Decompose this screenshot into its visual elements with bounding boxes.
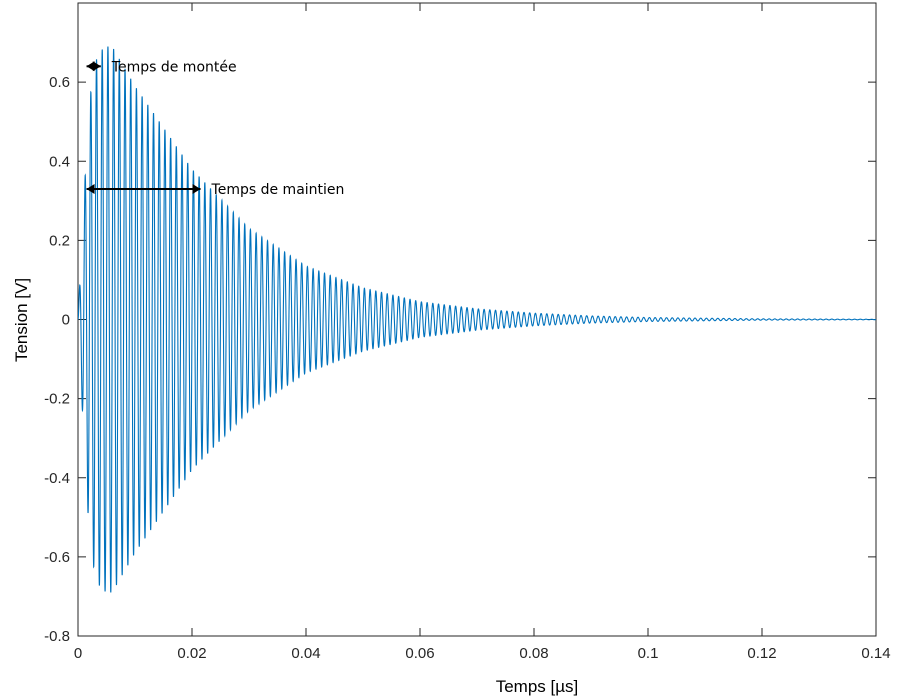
x-tick-label: 0.08 (519, 645, 548, 662)
arrow-head-left-icon (86, 183, 95, 194)
annotation-rise-time: Temps de montée (86, 59, 237, 75)
x-tick-label: 0 (74, 645, 82, 662)
x-tick-label: 0.12 (747, 645, 776, 662)
series-layer (78, 46, 876, 593)
x-tick-label: 0.14 (861, 645, 890, 662)
annotation-label: Temps de maintien (211, 182, 345, 198)
y-tick-label: -0.2 (44, 391, 70, 408)
annotation-label: Temps de montée (111, 59, 237, 75)
y-tick-label: 0.6 (49, 74, 70, 91)
x-tick-label: 0.06 (405, 645, 434, 662)
ticks: 0 0.02 0.04 0.06 0.08 0.1 0.12 0.14 -0.8 -0.6 -0.4… (44, 3, 891, 662)
annotations: Temps de montée Temps de maintien (86, 59, 345, 198)
y-tick-label: -0.6 (44, 549, 70, 566)
x-tick-label: 0.04 (291, 645, 320, 662)
y-tick-label: 0.2 (49, 232, 70, 249)
y-tick-label: 0 (62, 312, 70, 329)
x-tick-label: 0.1 (638, 645, 659, 662)
y-tick-label: 0.4 (49, 153, 70, 170)
y-axis-title: Tension [V] (12, 278, 31, 362)
y-tick-label: -0.8 (44, 628, 70, 645)
annotation-hold-time: Temps de maintien (86, 182, 345, 198)
x-tick-label: 0.02 (177, 645, 206, 662)
x-axis-title: Temps [µs] (496, 677, 579, 696)
arrow-head-left-icon (86, 61, 95, 72)
series-line (78, 46, 876, 593)
y-tick-label: -0.4 (44, 470, 70, 487)
arrow-head-right-icon (192, 183, 201, 194)
arrow-head-right-icon (92, 61, 101, 72)
